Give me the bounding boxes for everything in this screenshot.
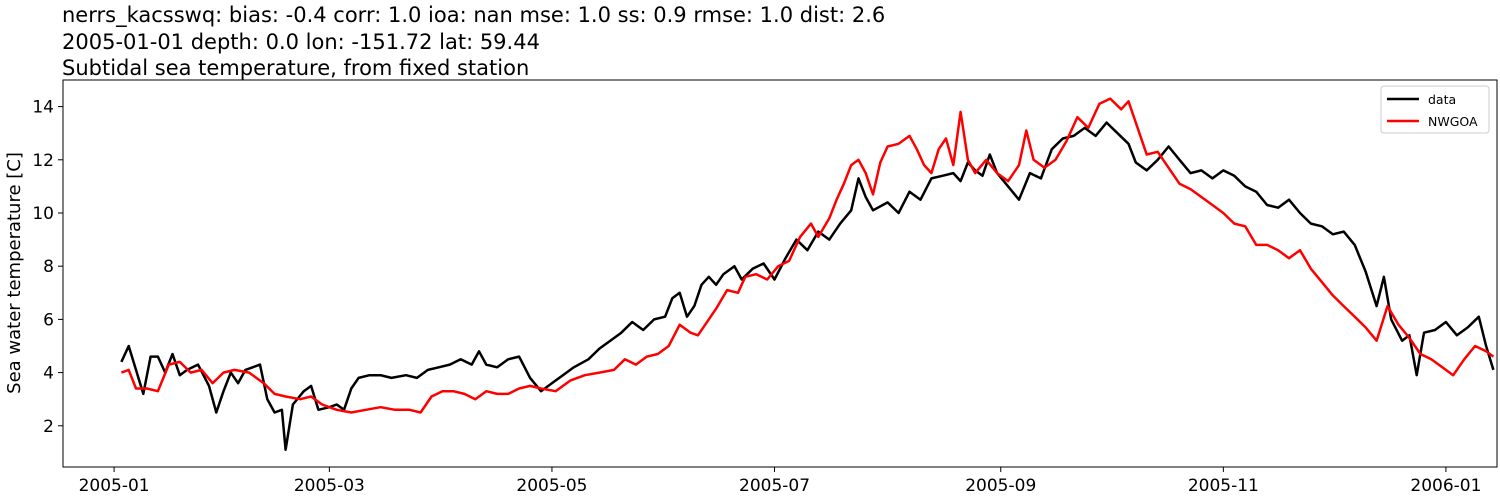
title-line-3: Subtidal sea temperature, from fixed sta… xyxy=(62,56,529,80)
y-axis: 2 4 6 8 10 12 14 xyxy=(32,98,63,437)
x-axis: 2005-01 2005-03 2005-05 2005-07 2005-09 2005-… xyxy=(79,467,1481,496)
series-line-data xyxy=(120,121,1495,451)
chart-title: nerrs_kacsswq: bias: -0.4 corr: 1.0 ioa:… xyxy=(62,3,885,80)
series-line-nwgoa xyxy=(120,97,1495,414)
y-tick-label: 4 xyxy=(43,364,54,384)
y-tick-label: 6 xyxy=(43,310,54,330)
y-tick-label: 2 xyxy=(43,417,54,437)
y-axis-label: Sea water temperature [C] xyxy=(4,152,25,394)
legend: data NWGOA xyxy=(1380,85,1490,134)
x-tick-label: 2005-11 xyxy=(1188,476,1259,496)
legend-label-data: data xyxy=(1428,92,1456,107)
x-tick-label: 2005-03 xyxy=(294,476,365,496)
y-tick-label: 10 xyxy=(32,204,54,224)
x-tick-label: 2005-01 xyxy=(79,476,150,496)
legend-label-nwgoa: NWGOA xyxy=(1428,114,1478,129)
x-tick-label: 2006-01 xyxy=(1410,476,1481,496)
y-tick-label: 12 xyxy=(32,151,54,171)
x-tick-label: 2005-05 xyxy=(516,476,587,496)
plot-frame xyxy=(62,79,1498,468)
series-layer xyxy=(120,97,1495,451)
x-tick-label: 2005-07 xyxy=(739,476,810,496)
x-tick-label: 2005-09 xyxy=(965,476,1036,496)
title-line-2: 2005-01-01 depth: 0.0 lon: -151.72 lat: … xyxy=(62,30,540,54)
y-tick-label: 14 xyxy=(32,98,54,118)
y-tick-label: 8 xyxy=(43,257,54,277)
title-line-1: nerrs_kacsswq: bias: -0.4 corr: 1.0 ioa:… xyxy=(62,3,885,28)
